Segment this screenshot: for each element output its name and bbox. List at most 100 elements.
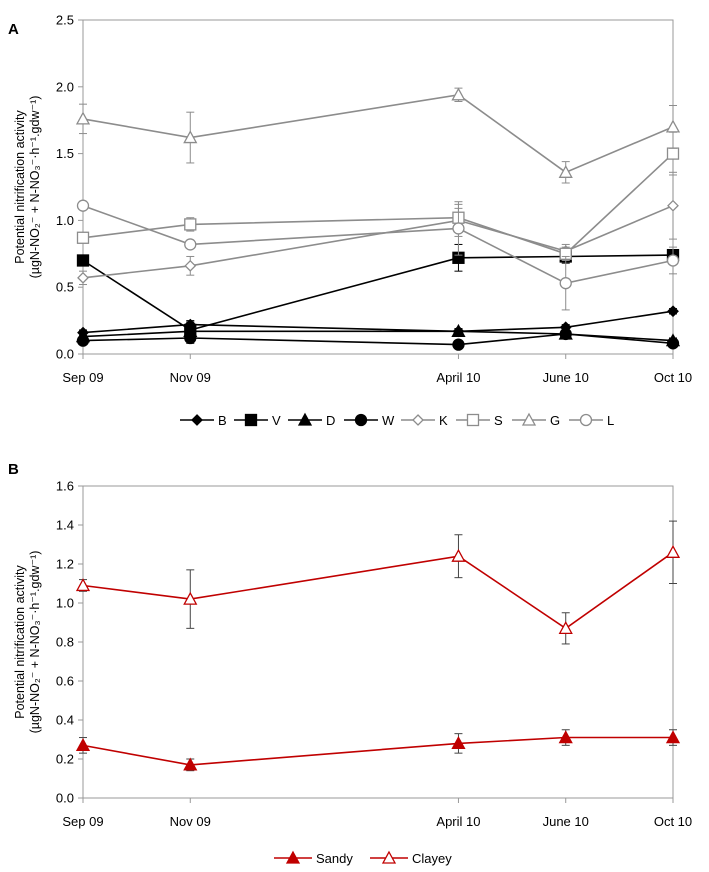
- panel-b-ylabel: Potential nitrification activity (µgN-NO…: [13, 551, 42, 734]
- series-l-line: [82, 204, 674, 285]
- legend-marker: [521, 412, 537, 426]
- legend-label: B: [218, 413, 227, 428]
- panel-a-xtick-label: June 10: [543, 370, 589, 385]
- series-clayey-point: [558, 620, 573, 634]
- series-w-point: [76, 334, 90, 347]
- panel-b-xtick-label: April 10: [436, 814, 480, 829]
- series-w-point: [666, 337, 680, 350]
- series-k-line: [82, 204, 674, 279]
- panel-a-ytick-label: 2.0: [56, 79, 74, 94]
- series-sandy-line: [82, 736, 673, 766]
- panel-b-plot-area: [82, 485, 674, 799]
- panel-a-letter: A: [8, 21, 19, 38]
- series-g-point: [75, 111, 91, 125]
- panel-b-yaxis: 0.0 0.2 0.4 0.6 0.8 1.0 1.2 1.4 1.6: [56, 479, 83, 806]
- series-w-line: [82, 333, 674, 346]
- panel-b-ytick-label: 1.6: [56, 479, 74, 494]
- legend-label: V: [272, 413, 281, 428]
- panel-a-xaxis: Sep 09 Nov 09 April 10 June 10 Oct 10: [62, 354, 692, 385]
- series-s-point: [76, 231, 90, 244]
- panel-a-yaxis: 0.0 0.5 1.0 1.5 2.0 2.5: [56, 13, 83, 362]
- series-b-line: [82, 310, 674, 334]
- panel-a-xtick-label: Oct 10: [654, 370, 692, 385]
- series-sandy: [75, 729, 681, 772]
- panel-b-ytick-label: 1.2: [56, 557, 74, 572]
- panel-b-ylabel-line1: Potential nitrification activity: [13, 564, 27, 718]
- panel-b-ytick-label: 1.4: [56, 518, 74, 533]
- legend-item-w: W: [344, 413, 395, 428]
- legend-label: G: [550, 413, 560, 428]
- panel-b-ylabel-line2: (µgN-NO₂⁻ + N-NO₃⁻·h⁻¹.gdw⁻¹): [28, 551, 42, 734]
- legend-marker: [297, 412, 313, 426]
- legend-item-sandy: Sandy: [274, 850, 353, 866]
- panel-a-ylabel: Potential nitrification activity (µgN-NO…: [13, 96, 42, 279]
- series-g-point: [558, 164, 573, 178]
- series-b-point: [667, 305, 679, 318]
- legend-marker: [579, 413, 593, 427]
- panel-a-ylabel-line2: (µgN-NO₂⁻ + N-NO₃⁻·h⁻¹.gdw⁻¹): [28, 96, 42, 279]
- panel-b-ytick-label: 0.4: [56, 713, 74, 728]
- panel-a: A Potential nitrification activity (µgN-…: [8, 13, 692, 429]
- legend-item-g: G: [512, 412, 560, 428]
- panel-b-ytick-label: 0.6: [56, 674, 74, 689]
- series-v-line: [82, 254, 674, 331]
- legend-label: Sandy: [316, 851, 353, 866]
- series-l: [76, 199, 680, 311]
- series-k-point: [77, 271, 89, 284]
- legend-marker: [381, 850, 397, 864]
- series-k-point: [184, 259, 197, 272]
- series-l-point: [452, 222, 465, 235]
- panel-b-ytick-label: 0.0: [56, 791, 74, 806]
- legend-label: Clayey: [412, 851, 452, 866]
- panel-b-ytick-label: 0.2: [56, 752, 74, 767]
- panel-b-legend: Sandy Clayey: [274, 850, 452, 866]
- legend-item-clayey: Clayey: [370, 850, 452, 866]
- series-clayey-point: [75, 578, 91, 592]
- legend-marker: [354, 413, 368, 427]
- legend-label: W: [382, 413, 395, 428]
- series-clayey-point: [665, 544, 681, 558]
- series-w-point: [184, 331, 197, 345]
- series-sandy-point: [665, 730, 681, 744]
- legend-marker: [412, 414, 424, 426]
- panel-a-xtick-label: Nov 09: [170, 370, 211, 385]
- legend-item-s: S: [456, 413, 503, 428]
- legend-marker: [285, 850, 301, 864]
- series-clayey-line: [82, 551, 674, 630]
- panel-b-xtick-label: Sep 09: [62, 814, 103, 829]
- panel-a-series: [75, 87, 681, 351]
- panel-a-xtick-label: Sep 09: [62, 370, 103, 385]
- panel-a-plot-area: [82, 19, 674, 355]
- series-sandy-point: [558, 730, 573, 744]
- legend-label: L: [607, 413, 614, 428]
- panel-a-ytick-label: 1.0: [56, 213, 74, 228]
- panel-a-ytick-label: 2.5: [56, 13, 74, 28]
- series-s-line: [82, 153, 674, 255]
- panel-b-xaxis: Sep 09 Nov 09 April 10 June 10 Oct 10: [62, 798, 692, 829]
- series-k-point: [667, 199, 679, 212]
- series-s-point: [666, 147, 680, 160]
- legend-marker: [466, 413, 480, 427]
- series-v-point: [76, 254, 90, 267]
- panel-b-xtick-label: June 10: [543, 814, 589, 829]
- panel-b: B Potential nitrification activity (µgN-…: [8, 461, 692, 866]
- panel-a-ytick-label: 0.5: [56, 280, 74, 295]
- panel-b-series: [75, 520, 681, 772]
- panel-b-xtick-label: Nov 09: [170, 814, 211, 829]
- series-v: [76, 243, 680, 337]
- legend-item-l: L: [569, 413, 614, 428]
- series-l-point: [666, 254, 680, 267]
- series-sandy-point: [183, 757, 198, 771]
- legend-label: K: [439, 413, 448, 428]
- panel-b-ytick-label: 0.8: [56, 635, 74, 650]
- series-clayey-point: [451, 548, 466, 562]
- panel-a-xtick-label: April 10: [436, 370, 480, 385]
- series-g-line: [82, 93, 674, 174]
- panel-a-ytick-label: 1.5: [56, 146, 74, 161]
- panel-b-ytick-label: 1.0: [56, 596, 74, 611]
- legend-item-d: D: [288, 412, 335, 428]
- panel-b-letter: B: [8, 461, 19, 478]
- series-k: [77, 171, 679, 286]
